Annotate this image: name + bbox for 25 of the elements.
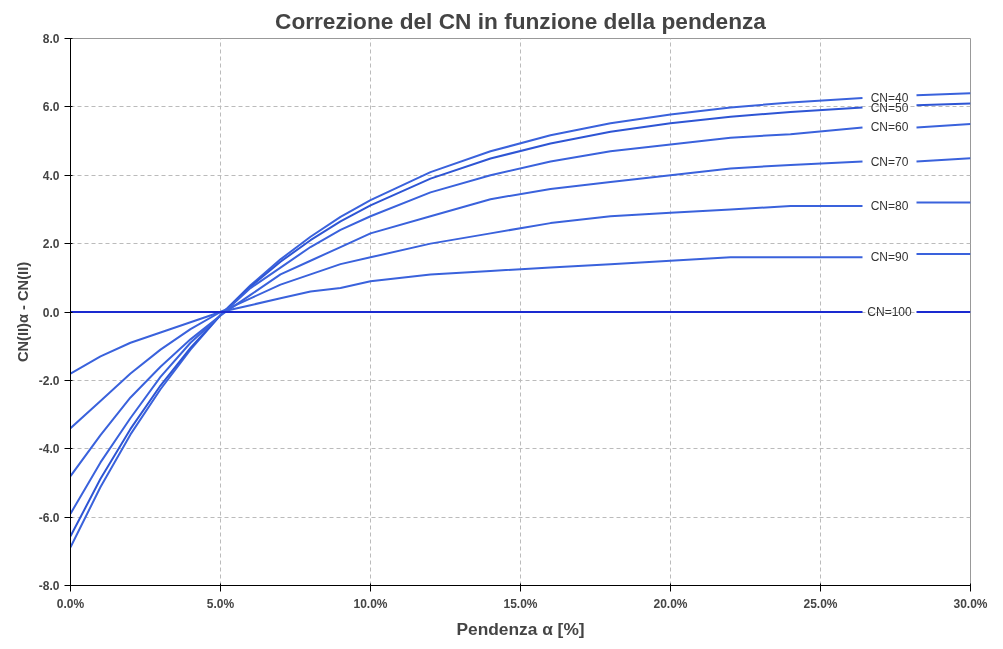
series-label: CN=100 xyxy=(867,305,913,319)
x-tick-label: 10.0% xyxy=(353,596,388,611)
series-label: CN=40 xyxy=(870,90,909,105)
x-tick-label: 0.0% xyxy=(56,596,85,611)
chart-title: Correzione del CN in funzione della pendenza xyxy=(275,7,767,34)
y-tick-label: 6.0 xyxy=(42,100,60,115)
x-tick-label: 15.0% xyxy=(503,596,538,611)
y-tick-label: 8.0 xyxy=(42,32,60,46)
x-tick-label: 20.0% xyxy=(653,596,688,611)
series-label: CN=80 xyxy=(870,199,909,214)
y-tick-label: -4.0 xyxy=(38,442,60,457)
y-tick-label: -8.0 xyxy=(38,579,60,593)
y-tick-label: 2.0 xyxy=(42,237,60,252)
y-axis-title: CN(II)α - CN(II) xyxy=(14,261,31,363)
y-tick-label: 0.0 xyxy=(42,305,60,320)
series-label: CN=60 xyxy=(870,120,909,135)
x-tick-label: 25.0% xyxy=(803,596,838,611)
series-label: CN=70 xyxy=(870,154,909,169)
x-axis-title: Pendenza α [%] xyxy=(456,618,585,639)
y-tick-label: -6.0 xyxy=(38,510,60,525)
y-tick-label: -2.0 xyxy=(38,373,60,388)
x-tick-label: 5.0% xyxy=(206,596,235,611)
x-tick-label: 30.0% xyxy=(953,596,988,611)
series-label: CN=90 xyxy=(870,250,909,265)
y-tick-label: 4.0 xyxy=(42,168,60,183)
